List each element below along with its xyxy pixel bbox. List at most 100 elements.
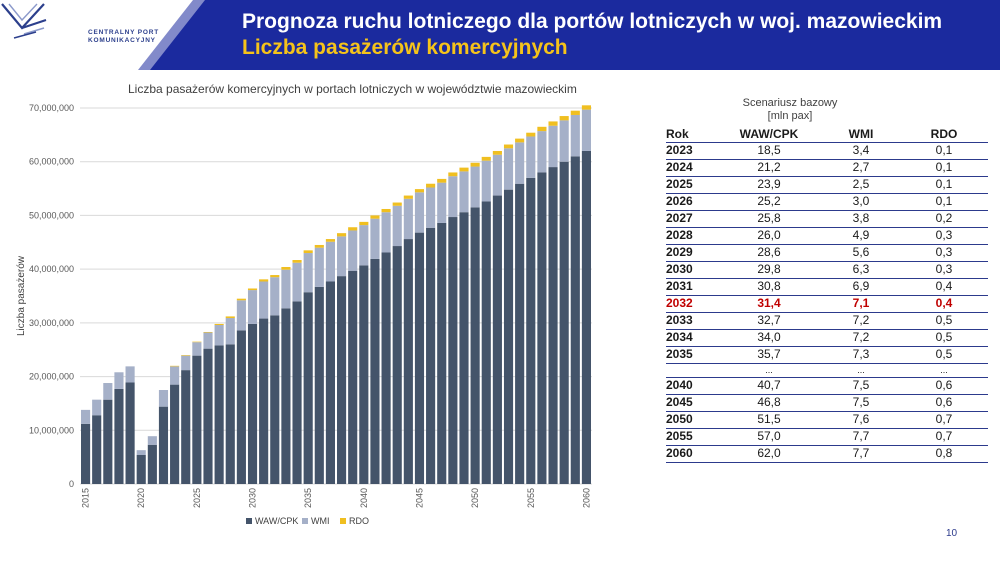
bar-wmi-2034 [292, 262, 302, 302]
bar-waw-cpk-2033 [281, 308, 291, 484]
cell-rdo: 0,6 [900, 394, 988, 412]
bar-waw-cpk-2029 [236, 330, 246, 484]
legend-label: RDO [349, 516, 369, 526]
cell-waw: 18,5 [716, 142, 822, 160]
bar-rdo-2026 [203, 331, 213, 333]
cell-year: 2034 [666, 329, 716, 347]
bar-wmi-2029 [236, 300, 246, 331]
bar-waw-cpk-2040 [359, 265, 369, 484]
cell-wmi: 7,3 [822, 346, 900, 364]
bar-rdo-2060 [581, 105, 591, 110]
table-row: 2023 18,5 3,4 0,1 [666, 142, 988, 160]
cell-year [666, 363, 716, 378]
cell-year: 2032 [666, 295, 716, 313]
bar-wmi-2056 [537, 131, 547, 173]
cell-year: 2035 [666, 346, 716, 364]
cell-year: 2033 [666, 312, 716, 330]
bar-wmi-2045 [414, 192, 425, 233]
cell-waw: 25,8 [716, 210, 822, 228]
x-tick-label: 2025 [192, 488, 202, 508]
cell-year: 2028 [666, 227, 716, 245]
bar-wmi-2027 [214, 325, 224, 346]
cell-year: 2026 [666, 193, 716, 211]
cell-waw: 21,2 [716, 159, 822, 177]
bar-waw-cpk-2026 [203, 348, 213, 484]
bar-wmi-2026 [203, 332, 213, 349]
bar-wmi-2021 [147, 436, 157, 445]
cell-wmi: 7,2 [822, 312, 900, 330]
bar-waw-cpk-2019 [125, 382, 135, 484]
bar-waw-cpk-2023 [170, 384, 180, 484]
cell-waw: 28,6 [716, 244, 822, 262]
page-title: Prognoza ruchu lotniczego dla portów lot… [242, 10, 943, 33]
table-row: 2026 25,2 3,0 0,1 [666, 193, 988, 211]
table-row: 2032 31,4 7,1 0,4 [666, 295, 988, 313]
cell-rdo: 0,3 [900, 261, 988, 279]
cell-rdo: 0,1 [900, 176, 988, 194]
bar-wmi-2036 [314, 247, 324, 287]
cell-waw: 26,0 [716, 227, 822, 245]
bar-waw-cpk-2016 [92, 415, 102, 484]
cell-waw: ... [716, 363, 822, 378]
table-row: 2060 62,0 7,7 0,8 [666, 445, 988, 463]
cell-wmi: 6,3 [822, 261, 900, 279]
bar-rdo-2024 [181, 355, 191, 356]
bar-rdo-2041 [370, 215, 380, 219]
x-tick-label: 2030 [248, 488, 258, 508]
bar-rdo-2031 [259, 279, 269, 282]
cell-wmi: 7,7 [822, 428, 900, 446]
cell-year: 2023 [666, 142, 716, 160]
bar-rdo-2034 [292, 260, 302, 263]
bar-wmi-2043 [392, 205, 402, 247]
table-row: 2050 51,5 7,6 0,7 [666, 411, 988, 429]
cell-year: 2025 [666, 176, 716, 194]
bar-wmi-2030 [247, 290, 258, 324]
bar-waw-cpk-2047 [437, 222, 447, 484]
y-tick-label: 30,000,000 [29, 318, 74, 328]
bar-wmi-2022 [158, 390, 169, 407]
cpk-logo-icon [1, 3, 47, 39]
bar-waw-cpk-2017 [103, 399, 113, 484]
cell-wmi: 5,6 [822, 244, 900, 262]
cell-rdo: 0,4 [900, 295, 988, 313]
cell-year: 2031 [666, 278, 716, 296]
bar-waw-cpk-2034 [292, 301, 302, 484]
table-row: 2034 34,0 7,2 0,5 [666, 329, 988, 347]
bar-wmi-2054 [515, 142, 525, 184]
legend-swatch [340, 518, 346, 524]
table-row: ......... [666, 363, 988, 378]
x-tick-label: 2015 [81, 488, 91, 508]
bar-waw-cpk-2018 [114, 388, 124, 484]
bar-wmi-2032 [270, 277, 280, 316]
bar-wmi-2046 [426, 187, 436, 228]
bar-wmi-2051 [481, 160, 491, 202]
bar-waw-cpk-2045 [414, 232, 425, 484]
y-axis-label: Liczba pasażerów [16, 255, 27, 336]
bar-waw-cpk-2056 [537, 172, 547, 484]
x-tick-label: 2050 [470, 488, 480, 508]
bar-wmi-2038 [337, 236, 347, 277]
bar-waw-cpk-2027 [214, 345, 224, 484]
cell-wmi: 6,9 [822, 278, 900, 296]
bar-rdo-2027 [214, 323, 224, 326]
cell-rdo: 0,5 [900, 346, 988, 364]
bar-wmi-2023 [170, 366, 180, 385]
table-header-row: Rok WAW/CPK WMI RDO [666, 127, 988, 143]
bar-wmi-2033 [281, 269, 291, 309]
x-tick-label: 2045 [414, 488, 424, 508]
cell-rdo: 0,3 [900, 244, 988, 262]
x-tick-label: 2035 [303, 488, 313, 508]
cell-waw: 51,5 [716, 411, 822, 429]
bar-waw-cpk-2030 [247, 323, 258, 484]
bar-rdo-2055 [526, 132, 536, 137]
bar-rdo-2038 [337, 233, 347, 237]
cell-rdo: 0,5 [900, 329, 988, 347]
legend-swatch [246, 518, 252, 524]
cell-year: 2030 [666, 261, 716, 279]
bar-rdo-2048 [448, 172, 458, 177]
table-row: 2028 26,0 4,9 0,3 [666, 227, 988, 245]
cell-rdo: 0,2 [900, 210, 988, 228]
bar-wmi-2044 [403, 198, 413, 240]
bar-rdo-2033 [281, 266, 291, 270]
bar-waw-cpk-2024 [181, 370, 191, 484]
